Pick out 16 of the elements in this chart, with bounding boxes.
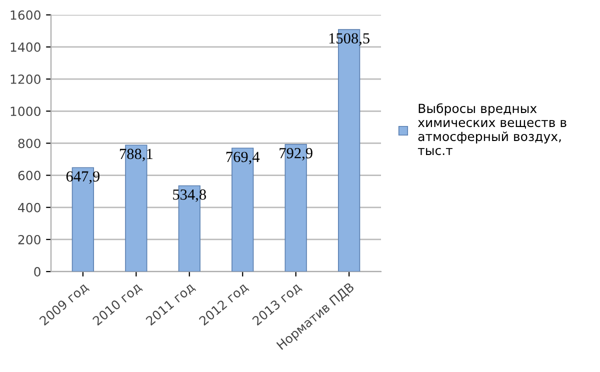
y-tick-label: 800 <box>18 138 40 148</box>
y-tick-label: 200 <box>18 234 40 244</box>
y-tick-label: 600 <box>18 170 40 180</box>
data-label: 1508,5 <box>329 33 370 46</box>
y-tick-label: 1200 <box>10 74 40 84</box>
data-label: 788,1 <box>120 148 152 162</box>
data-label: 534,8 <box>173 189 206 202</box>
data-label: 769,4 <box>226 152 260 164</box>
y-tick-label: 1000 <box>10 106 40 116</box>
y-tick-label: 1600 <box>10 10 40 20</box>
legend-label: Выбросы вредных химических веществ в атмосферный воздух, тыс.т <box>418 103 566 156</box>
y-tick-label: 0 <box>34 267 40 276</box>
y-tick-label: 400 <box>18 202 40 212</box>
data-label: 792,9 <box>280 148 312 161</box>
y-tick-label: 1400 <box>10 42 40 52</box>
data-label: 647,9 <box>66 171 100 184</box>
